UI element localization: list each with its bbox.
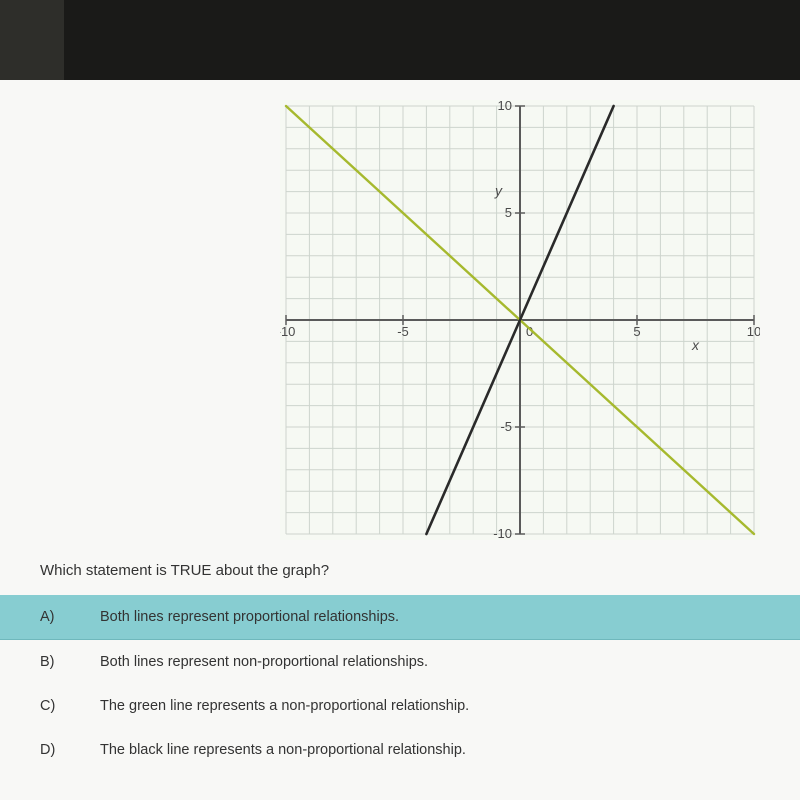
option-text: Both lines represent proportional relati… — [100, 609, 399, 625]
option-b[interactable]: B) Both lines represent non-proportional… — [0, 640, 800, 684]
svg-text:-5: -5 — [500, 419, 512, 434]
option-letter: B) — [40, 654, 100, 670]
svg-text:y: y — [494, 183, 503, 199]
quiz-page: -10-50510-10-5510xy Which statement is T… — [0, 80, 800, 800]
option-letter: D) — [40, 742, 100, 758]
question-text: Which statement is TRUE about the graph? — [40, 562, 800, 579]
svg-text:-5: -5 — [397, 324, 409, 339]
svg-text:5: 5 — [633, 324, 640, 339]
svg-text:10: 10 — [498, 100, 512, 113]
svg-text:-10: -10 — [280, 324, 295, 339]
option-a[interactable]: A) Both lines represent proportional rel… — [0, 595, 800, 640]
svg-text:-10: -10 — [493, 526, 512, 540]
svg-text:5: 5 — [505, 205, 512, 220]
option-c[interactable]: C) The green line represents a non-propo… — [0, 684, 800, 728]
svg-text:x: x — [691, 337, 700, 353]
svg-text:10: 10 — [747, 324, 760, 339]
option-letter: C) — [40, 698, 100, 714]
option-letter: A) — [40, 609, 100, 625]
option-text: The green line represents a non-proporti… — [100, 698, 469, 714]
chart-container: -10-50510-10-5510xy — [0, 100, 800, 540]
option-text: Both lines represent non-proportional re… — [100, 654, 428, 670]
option-d[interactable]: D) The black line represents a non-propo… — [0, 728, 800, 772]
option-text: The black line represents a non-proporti… — [100, 742, 466, 758]
screen-bezel-top — [0, 0, 800, 80]
coordinate-graph: -10-50510-10-5510xy — [280, 100, 760, 540]
